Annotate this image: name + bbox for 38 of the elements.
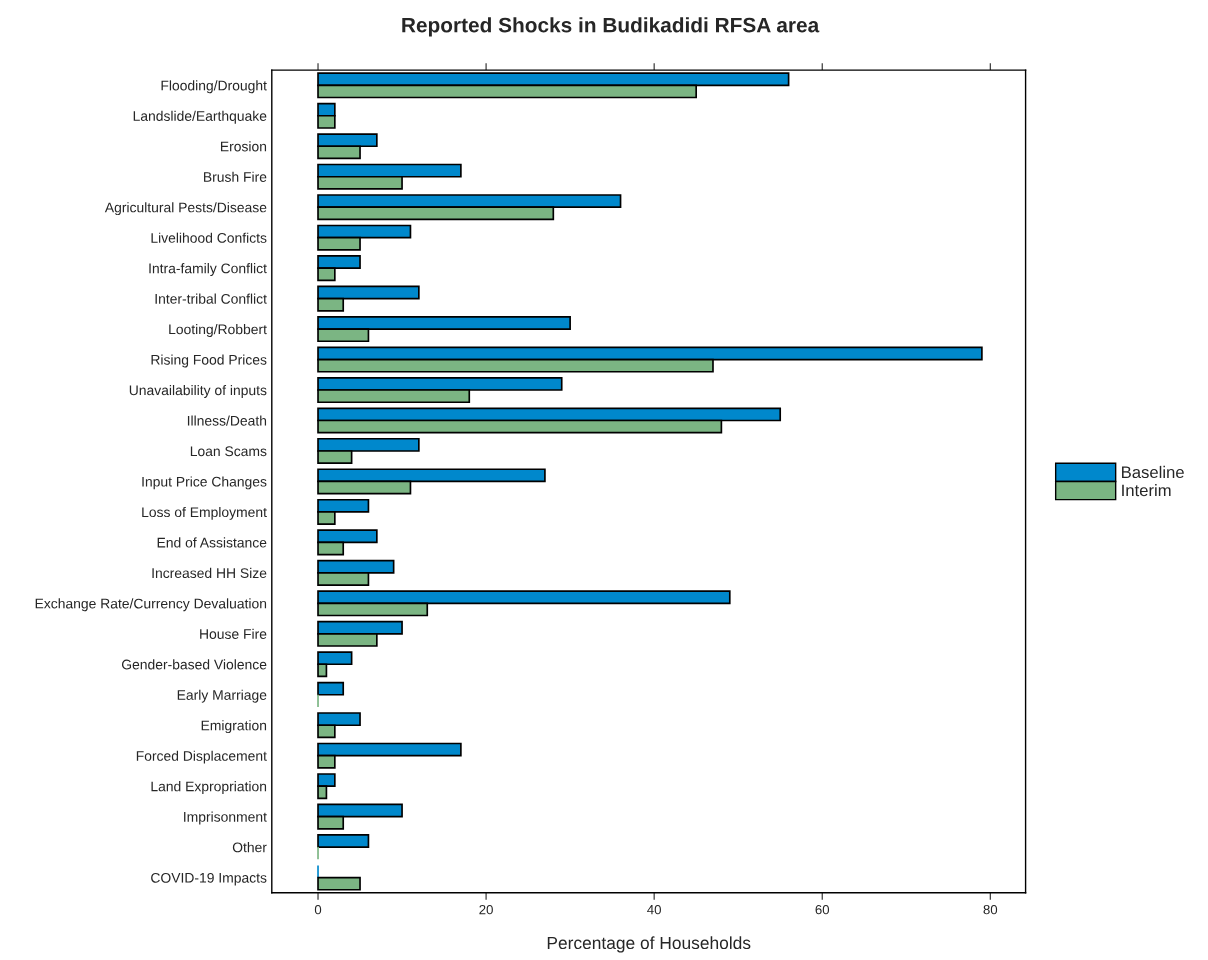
bar [317, 834, 370, 848]
y-tick-label: End of Assistance [157, 537, 267, 548]
y-tick-label: Intra-family Conflict [149, 263, 267, 277]
y-tick-label: Input Price Changes [142, 476, 267, 490]
y-tick-label: Agricultural Pests/Disease [104, 202, 267, 216]
legend-label: Interim [1122, 484, 1171, 497]
y-tick-label: Exchange Rate/Currency Devaluation [35, 598, 267, 612]
chart-title: Reported Shocks in Budikadidi RFSA area [402, 17, 820, 37]
x-tick-label: 80 [983, 904, 998, 915]
y-tick-label: Illness/Death [187, 415, 267, 426]
y-tick-label: Loan Scams [190, 446, 267, 457]
x-tick-label: 40 [647, 904, 661, 915]
y-tick-label: Livelihood Conficts [151, 232, 267, 243]
y-tick-label: Emigration [201, 720, 267, 734]
y-tick-label: Rising Food Prices [151, 354, 267, 368]
y-tick-label: Landslide/Earthquake [133, 110, 267, 124]
y-tick-label: Increased HH Size [152, 567, 267, 579]
y-tick-label: Early Marriage [177, 689, 267, 703]
y-tick-label: Unavailability of inputs [129, 384, 267, 398]
y-tick-label: COVID-19 Impacts [151, 872, 267, 886]
y-tick-label: Imprisonment [184, 811, 267, 825]
x-tick-label: 0 [314, 904, 322, 915]
y-tick-label: Gender-based Violence [121, 659, 267, 670]
x-tick-label: 60 [815, 904, 830, 915]
y-tick-label: Land Expropriation [151, 781, 267, 795]
y-tick-label: Brush Fire [204, 171, 267, 182]
y-tick-label: Other [232, 842, 267, 853]
y-tick-label: Erosion [220, 141, 267, 152]
x-tick-label: 20 [479, 904, 493, 915]
y-tick-label: Inter-tribal Conflict [155, 293, 267, 304]
y-tick-label: Loss of Employment [142, 506, 267, 520]
y-tick-label: Forced Displacement [136, 750, 267, 764]
legend-label: Baseline [1122, 465, 1184, 479]
y-tick-label: Flooding/Drought [161, 80, 267, 94]
bar [317, 681, 345, 696]
x-axis-title: Percentage of Households [547, 936, 751, 953]
y-tick-label: House Fire [200, 628, 267, 639]
y-tick-label: Looting/Robbert [169, 324, 267, 337]
